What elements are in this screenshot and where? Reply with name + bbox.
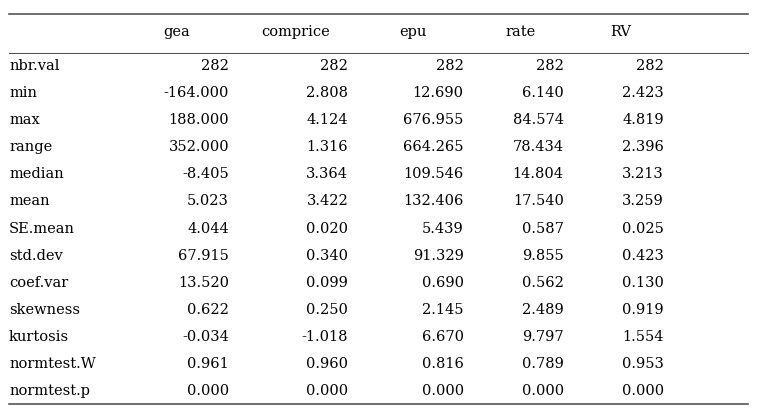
- Text: max: max: [9, 113, 40, 127]
- Text: 2.423: 2.423: [622, 86, 664, 100]
- Text: 2.808: 2.808: [306, 86, 348, 100]
- Text: 3.259: 3.259: [622, 194, 664, 208]
- Text: 5.023: 5.023: [187, 194, 229, 208]
- Text: 0.000: 0.000: [306, 384, 348, 398]
- Text: 0.919: 0.919: [622, 303, 664, 317]
- Text: -1.018: -1.018: [302, 330, 348, 344]
- Text: 0.789: 0.789: [522, 357, 564, 371]
- Text: 0.099: 0.099: [306, 276, 348, 290]
- Text: 132.406: 132.406: [403, 194, 464, 208]
- Text: 0.250: 0.250: [306, 303, 348, 317]
- Text: 664.265: 664.265: [403, 140, 464, 154]
- Text: 91.329: 91.329: [413, 248, 464, 262]
- Text: 0.000: 0.000: [422, 384, 464, 398]
- Text: 0.025: 0.025: [621, 222, 664, 236]
- Text: 676.955: 676.955: [403, 113, 464, 127]
- Text: 9.797: 9.797: [522, 330, 564, 344]
- Text: median: median: [9, 167, 64, 181]
- Text: comprice: comprice: [261, 25, 330, 39]
- Text: 109.546: 109.546: [404, 167, 464, 181]
- Text: skewness: skewness: [9, 303, 80, 317]
- Text: 0.960: 0.960: [306, 357, 348, 371]
- Text: 4.124: 4.124: [306, 113, 348, 127]
- Text: min: min: [9, 86, 37, 100]
- Text: range: range: [9, 140, 52, 154]
- Text: 2.145: 2.145: [422, 303, 464, 317]
- Text: RV: RV: [610, 25, 631, 39]
- Text: 188.000: 188.000: [168, 113, 229, 127]
- Text: kurtosis: kurtosis: [9, 330, 69, 344]
- Text: 6.670: 6.670: [422, 330, 464, 344]
- Text: -164.000: -164.000: [164, 86, 229, 100]
- Text: epu: epu: [399, 25, 427, 39]
- Text: rate: rate: [506, 25, 536, 39]
- Text: 3.422: 3.422: [306, 194, 348, 208]
- Text: 0.953: 0.953: [621, 357, 664, 371]
- Text: 67.915: 67.915: [178, 248, 229, 262]
- Text: 0.816: 0.816: [422, 357, 464, 371]
- Text: 84.574: 84.574: [513, 113, 564, 127]
- Text: 282: 282: [320, 59, 348, 73]
- Text: gea: gea: [163, 25, 190, 39]
- Text: 2.396: 2.396: [621, 140, 664, 154]
- Text: 0.423: 0.423: [621, 248, 664, 262]
- Text: 0.562: 0.562: [522, 276, 564, 290]
- Text: 9.855: 9.855: [522, 248, 564, 262]
- Text: -8.405: -8.405: [182, 167, 229, 181]
- Text: 1.554: 1.554: [622, 330, 664, 344]
- Text: std.dev: std.dev: [9, 248, 63, 262]
- Text: 282: 282: [636, 59, 664, 73]
- Text: 1.316: 1.316: [306, 140, 348, 154]
- Text: 0.622: 0.622: [187, 303, 229, 317]
- Text: mean: mean: [9, 194, 49, 208]
- Text: 78.434: 78.434: [513, 140, 564, 154]
- Text: 13.520: 13.520: [178, 276, 229, 290]
- Text: 0.000: 0.000: [621, 384, 664, 398]
- Text: 12.690: 12.690: [413, 86, 464, 100]
- Text: 0.340: 0.340: [306, 248, 348, 262]
- Text: 0.020: 0.020: [306, 222, 348, 236]
- Text: 352.000: 352.000: [168, 140, 229, 154]
- Text: normtest.p: normtest.p: [9, 384, 90, 398]
- Text: 0.961: 0.961: [188, 357, 229, 371]
- Text: nbr.val: nbr.val: [9, 59, 59, 73]
- Text: 0.000: 0.000: [187, 384, 229, 398]
- Text: -0.034: -0.034: [182, 330, 229, 344]
- Text: coef.var: coef.var: [9, 276, 69, 290]
- Text: 0.587: 0.587: [522, 222, 564, 236]
- Text: 3.213: 3.213: [622, 167, 664, 181]
- Text: 282: 282: [536, 59, 564, 73]
- Text: normtest.W: normtest.W: [9, 357, 96, 371]
- Text: 4.819: 4.819: [622, 113, 664, 127]
- Text: 2.489: 2.489: [522, 303, 564, 317]
- Text: 0.130: 0.130: [621, 276, 664, 290]
- Text: 0.000: 0.000: [522, 384, 564, 398]
- Text: 17.540: 17.540: [513, 194, 564, 208]
- Text: 3.364: 3.364: [306, 167, 348, 181]
- Text: 5.439: 5.439: [422, 222, 464, 236]
- Text: 282: 282: [201, 59, 229, 73]
- Text: 4.044: 4.044: [188, 222, 229, 236]
- Text: 14.804: 14.804: [513, 167, 564, 181]
- Text: SE.mean: SE.mean: [9, 222, 75, 236]
- Text: 0.690: 0.690: [422, 276, 464, 290]
- Text: 282: 282: [436, 59, 464, 73]
- Text: 6.140: 6.140: [522, 86, 564, 100]
